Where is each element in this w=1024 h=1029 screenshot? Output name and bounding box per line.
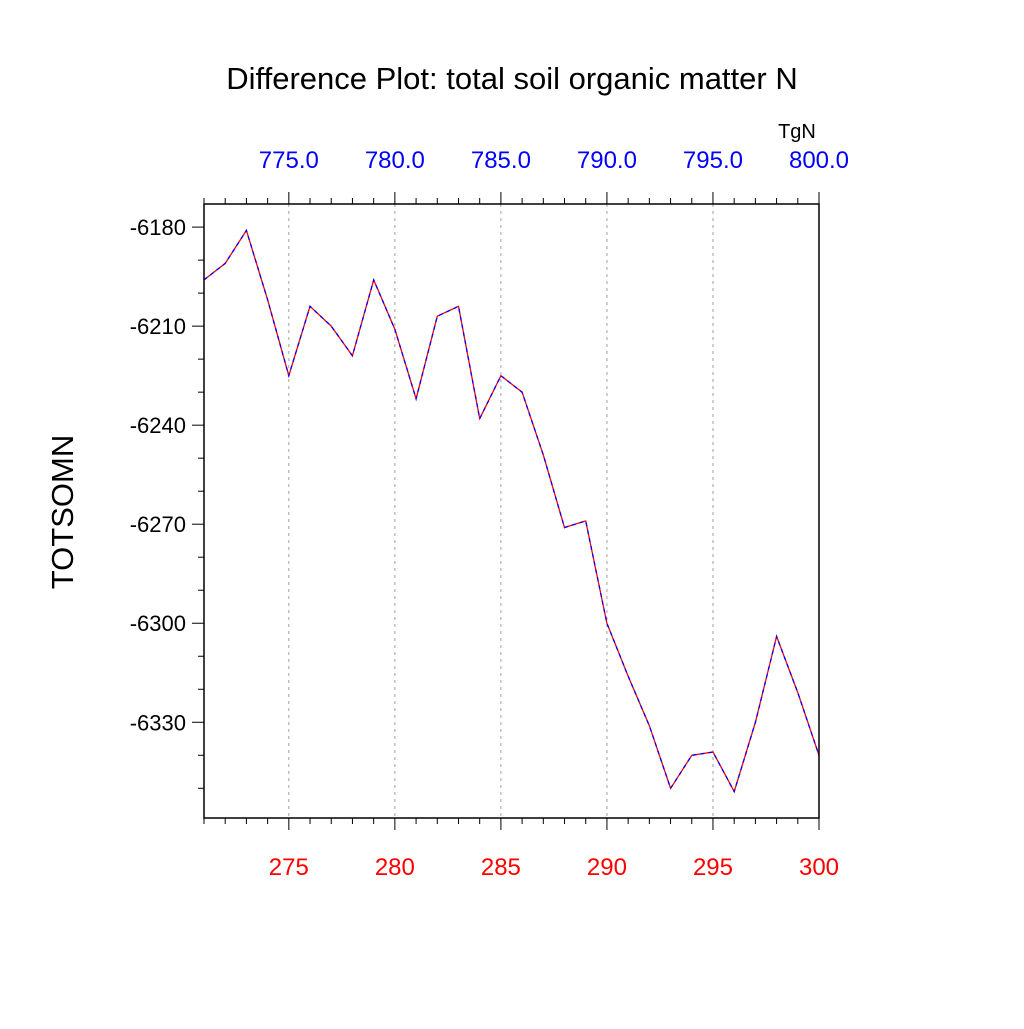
y-tick-label: -6330 — [130, 710, 186, 735]
series-line-red — [203, 228, 820, 794]
top-tick-label: 780.0 — [365, 147, 425, 174]
plot-frame — [203, 203, 820, 819]
top-tick-label: 785.0 — [471, 147, 531, 174]
chart-title: Difference Plot: total soil organic matt… — [226, 61, 797, 96]
x-tick-label: 300 — [799, 854, 839, 881]
y-tick-label: -6240 — [130, 413, 186, 438]
x-tick-label: 295 — [693, 854, 733, 881]
top-tick-label: 800.0 — [789, 147, 849, 174]
x-tick-label: 285 — [481, 854, 521, 881]
y-tick-label: -6210 — [130, 314, 186, 339]
x-tick-label: 290 — [587, 854, 627, 881]
axis-ticks — [192, 192, 820, 830]
y-tick-label: -6300 — [130, 611, 186, 636]
top-axis-units: TgN — [778, 121, 816, 143]
grid-lines — [288, 204, 714, 818]
top-tick-label: 790.0 — [577, 147, 637, 174]
tick-labels: 275 280 285 290 295 300 775.0 780.0 785.0 790.0 79… — [130, 147, 849, 881]
x-tick-label: 280 — [375, 854, 415, 881]
series-line-blue — [203, 228, 820, 794]
y-tick-label: -6270 — [130, 512, 186, 537]
x-tick-label: 275 — [269, 854, 309, 881]
y-tick-label: -6180 — [130, 215, 186, 240]
top-tick-label: 775.0 — [259, 147, 319, 174]
top-tick-label: 795.0 — [683, 147, 743, 174]
y-axis-label: TOTSOMN — [45, 435, 80, 589]
data-series — [203, 228, 820, 794]
